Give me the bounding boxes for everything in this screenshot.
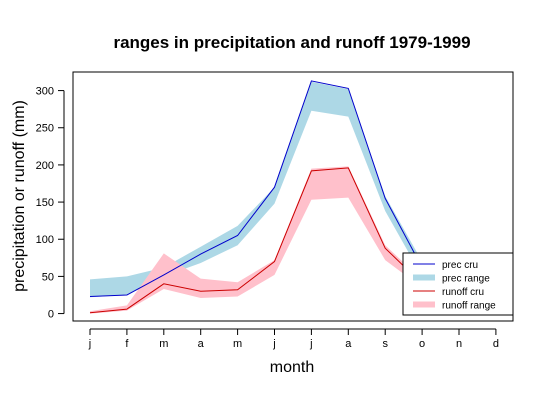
y-tick-label: 250 xyxy=(36,123,54,135)
legend-label: runoff range xyxy=(442,301,496,312)
legend: prec cru prec range runoff cru runoff range xyxy=(402,252,514,316)
y-tick-label: 100 xyxy=(36,234,54,246)
range-bands xyxy=(90,81,423,314)
runoff-range-band xyxy=(90,166,423,314)
x-tick-label: j xyxy=(272,338,275,350)
x-tick-label: o xyxy=(419,338,425,350)
prec-cru-line xyxy=(89,80,423,297)
y-tick-label: 300 xyxy=(36,86,54,98)
x-tick-label: a xyxy=(345,338,352,350)
legend-label: runoff cru xyxy=(442,287,484,298)
x-tick-label: f xyxy=(125,338,129,350)
x-tick-label: m xyxy=(159,338,168,350)
prec-range-band xyxy=(90,81,423,298)
y-tick-label: 0 xyxy=(48,309,54,321)
legend-label: prec cru xyxy=(442,260,478,271)
x-tick-label: a xyxy=(198,338,205,350)
y-tick-label: 200 xyxy=(36,160,54,172)
y-axis-title: precipitation or runoff (mm) xyxy=(11,100,28,292)
x-tick-label: s xyxy=(382,338,388,350)
series-lines xyxy=(89,80,423,314)
y-axis: 0 50 100 150 200 250 300 xyxy=(36,86,65,321)
x-axis-title: month xyxy=(270,359,314,376)
plot-frame xyxy=(72,71,514,322)
y-tick-label: 50 xyxy=(42,271,54,283)
x-tick-label: m xyxy=(233,338,242,350)
legend-label: prec range xyxy=(442,274,490,285)
chart-title: ranges in precipitation and runoff 1979-… xyxy=(113,33,470,52)
x-tick-label: n xyxy=(456,338,462,350)
x-tick-label: j xyxy=(309,338,312,350)
x-tick-label: j xyxy=(88,338,91,350)
x-tick-label: d xyxy=(493,338,499,350)
runoff-cru-line xyxy=(89,167,423,314)
y-tick-label: 150 xyxy=(36,197,54,209)
